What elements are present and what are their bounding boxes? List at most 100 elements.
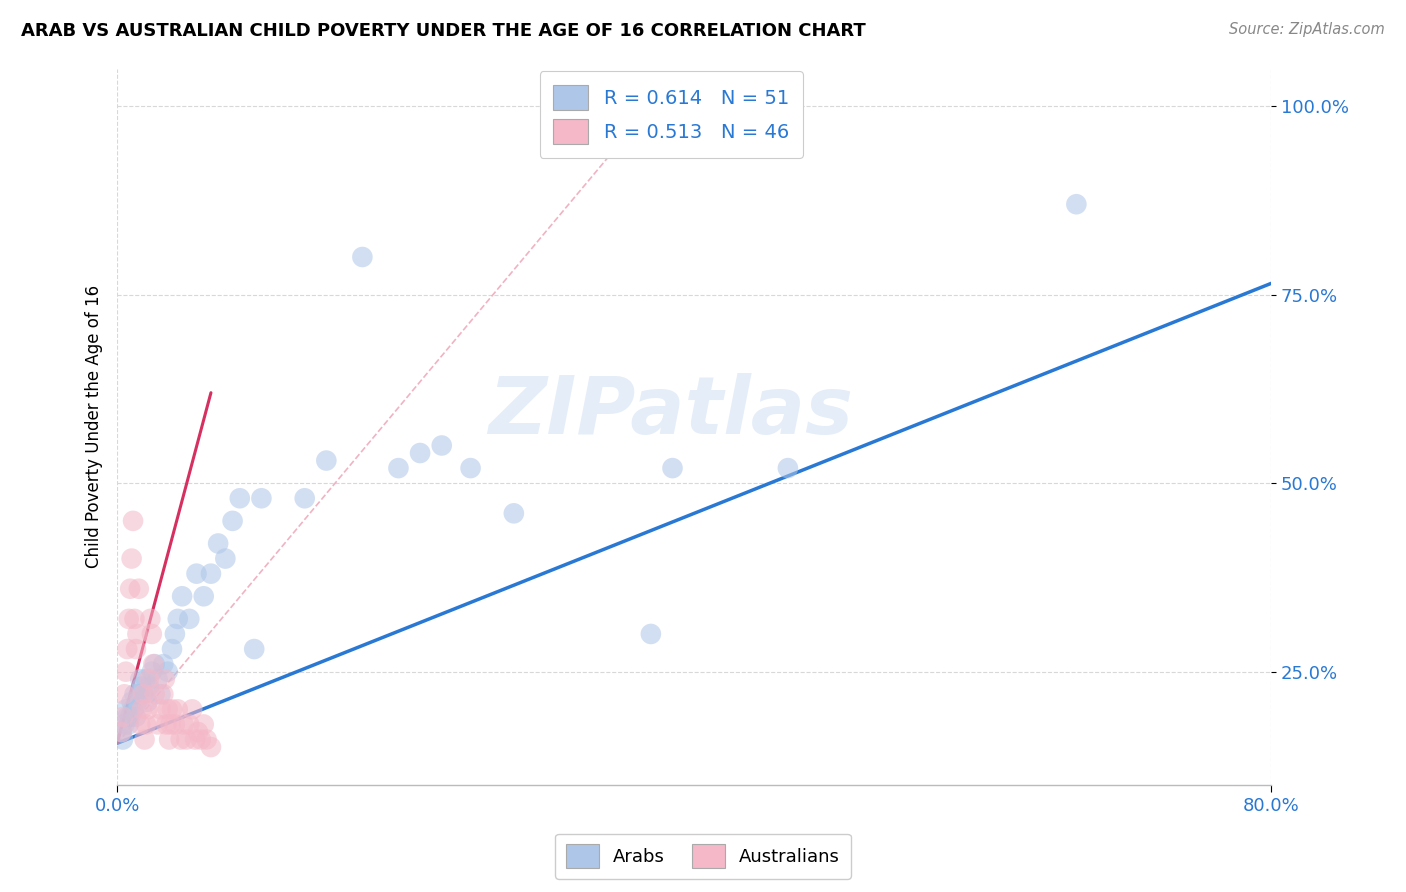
Point (115, 665, 138, 679)
Point (160, 702, 183, 716)
Point (118, 717, 141, 731)
Point (128, 687, 150, 701)
Point (157, 732, 180, 747)
Point (131, 702, 153, 716)
Point (146, 717, 169, 731)
Point (122, 514, 145, 528)
Point (143, 657, 166, 672)
Point (125, 710, 148, 724)
Point (149, 702, 172, 716)
Point (117, 710, 139, 724)
Point (110, 725, 132, 739)
Point (200, 566, 222, 581)
Point (776, 461, 799, 475)
Point (134, 732, 156, 747)
Point (118, 612, 141, 626)
Point (160, 642, 183, 657)
Point (159, 717, 181, 731)
Point (294, 491, 316, 506)
Point (122, 702, 145, 716)
Point (121, 695, 143, 709)
Point (136, 702, 159, 716)
Point (124, 612, 146, 626)
Point (181, 702, 204, 716)
Point (131, 680, 153, 694)
Legend: R = 0.614   N = 51, R = 0.513   N = 46: R = 0.614 N = 51, R = 0.513 N = 46 (540, 71, 803, 158)
Point (184, 732, 207, 747)
Point (146, 672, 169, 686)
Point (387, 461, 409, 475)
Point (502, 506, 524, 520)
Point (166, 612, 188, 626)
Point (136, 695, 159, 709)
Point (409, 446, 432, 460)
Point (141, 627, 163, 641)
Point (152, 687, 174, 701)
Point (193, 717, 215, 731)
Point (315, 453, 337, 467)
Point (143, 687, 166, 701)
Point (128, 582, 150, 596)
Point (121, 551, 143, 566)
Point (190, 732, 212, 747)
Point (149, 687, 172, 701)
Point (112, 717, 135, 731)
Point (129, 672, 152, 686)
Point (155, 717, 177, 731)
Point (173, 717, 195, 731)
Point (141, 665, 163, 679)
Point (135, 672, 157, 686)
Point (138, 672, 160, 686)
Point (169, 732, 191, 747)
Point (352, 250, 374, 264)
Point (163, 627, 186, 641)
Point (117, 642, 139, 657)
Point (207, 536, 229, 550)
Point (200, 740, 222, 755)
Point (176, 732, 198, 747)
Text: ZIPatlas: ZIPatlas (488, 374, 853, 451)
Point (221, 514, 243, 528)
Point (179, 612, 201, 626)
Point (127, 695, 149, 709)
Point (193, 589, 215, 603)
Point (153, 672, 176, 686)
Legend: Arabs, Australians: Arabs, Australians (555, 834, 851, 879)
Point (152, 657, 174, 672)
Text: Source: ZipAtlas.com: Source: ZipAtlas.com (1229, 22, 1385, 37)
Point (243, 642, 266, 657)
Point (111, 710, 134, 724)
Point (112, 687, 135, 701)
Point (138, 680, 160, 694)
Point (115, 702, 138, 716)
Point (172, 589, 194, 603)
Point (124, 687, 146, 701)
Point (179, 717, 201, 731)
Point (1066, 197, 1088, 211)
Point (156, 665, 179, 679)
Point (132, 687, 155, 701)
Point (250, 491, 273, 506)
Point (229, 491, 252, 506)
Point (129, 717, 152, 731)
Point (187, 725, 209, 739)
Point (142, 657, 165, 672)
Point (661, 461, 683, 475)
Point (163, 717, 186, 731)
Y-axis label: Child Poverty Under the Age of 16: Child Poverty Under the Age of 16 (86, 285, 103, 568)
Point (186, 566, 208, 581)
Point (195, 732, 218, 747)
Point (430, 438, 453, 452)
Point (132, 687, 155, 701)
Point (139, 612, 162, 626)
Point (214, 551, 236, 566)
Point (156, 702, 179, 716)
Text: ARAB VS AUSTRALIAN CHILD POVERTY UNDER THE AGE OF 16 CORRELATION CHART: ARAB VS AUSTRALIAN CHILD POVERTY UNDER T… (21, 22, 866, 40)
Point (135, 717, 157, 731)
Point (166, 702, 188, 716)
Point (120, 710, 142, 724)
Point (640, 627, 662, 641)
Point (127, 627, 149, 641)
Point (111, 732, 134, 747)
Point (125, 642, 148, 657)
